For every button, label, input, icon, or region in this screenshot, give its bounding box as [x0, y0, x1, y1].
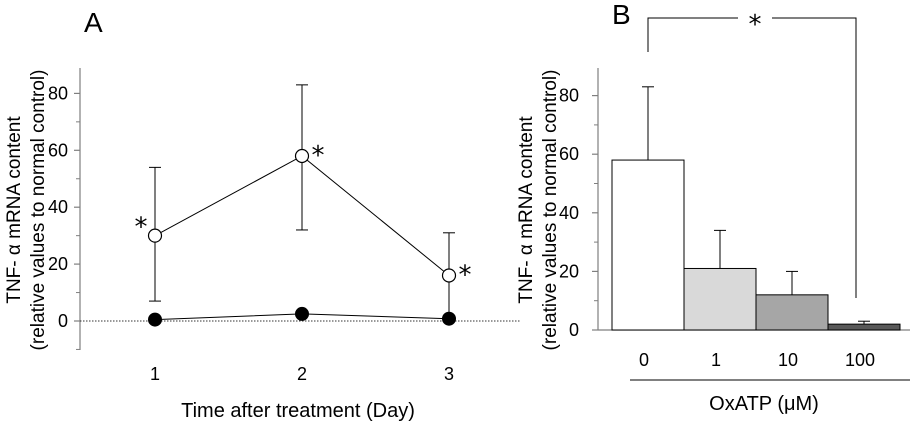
panel-b-ytick-label: 0	[569, 320, 579, 340]
panel-a-y-ticks: 0 20 40 60 80	[48, 83, 80, 350]
panel-b-label: B	[612, 0, 631, 30]
significance-bracket-line-right	[772, 17, 857, 298]
panel-b-ylabel-line1: TNF- α mRNA content	[516, 116, 537, 304]
panel-a-point-open	[294, 148, 310, 164]
panel-b-xtick-label: 100	[845, 350, 875, 370]
panel-b-ylabel-line2: (relative values to normal control)	[540, 70, 561, 351]
panel-b-y-ticks: 0 20 40 60 80	[559, 86, 598, 340]
panel-b-y-axis-title: TNF- α mRNA content (relative values to …	[516, 70, 561, 351]
panel-a-significance-star: *	[135, 213, 148, 243]
panel-a-plot: * * *	[135, 84, 472, 327]
panel-a-point-filled	[442, 311, 456, 326]
panel-a-xtick-label: 1	[150, 364, 160, 384]
panel-b: B TNF- α mRNA content (relative values t…	[516, 0, 910, 415]
panel-b-bar	[683, 267, 757, 331]
panel-b-bar	[827, 323, 901, 331]
panel-b-xlabel: OxATP (μM)	[709, 393, 819, 415]
panel-a-point-open	[147, 228, 163, 243]
panel-a-ylabel-line2: (relative values to normal control)	[28, 70, 49, 351]
panel-a-label: A	[84, 7, 103, 38]
panel-b-ytick-label: 20	[559, 261, 579, 281]
panel-b-ytick-label: 80	[559, 86, 579, 106]
panel-a-x-ticks: 1 2 3	[150, 364, 454, 384]
panel-a-point-filled	[295, 306, 309, 321]
panel-a-ytick-label: 20	[48, 254, 68, 274]
significance-bracket: *	[647, 10, 857, 298]
panel-a-xtick-label: 3	[444, 364, 454, 384]
panel-a-ytick-label: 80	[48, 83, 68, 103]
panel-a-significance-star: *	[459, 260, 472, 290]
panel-a-point-filled	[148, 312, 162, 327]
panel-b-xtick-label: 1	[711, 350, 721, 370]
panel-b-bar	[755, 294, 829, 331]
panel-b-x-ticks: 0 1 10 100	[639, 350, 875, 370]
panel-a-significance-star: *	[312, 141, 325, 171]
significance-star: *	[749, 10, 762, 40]
panel-a-ytick-label: 40	[48, 197, 68, 217]
panel-a-point-open	[441, 268, 457, 283]
panel-b-plot	[611, 86, 901, 331]
panel-a-xlabel: Time after treatment (Day)	[181, 400, 415, 422]
panel-b-ytick-label: 40	[559, 203, 579, 223]
panel-a-ylabel-line1: TNF- α mRNA content	[4, 116, 25, 304]
panel-a-xtick-label: 2	[297, 364, 307, 384]
panel-b-bar	[611, 159, 685, 331]
panel-b-xtick-label: 10	[778, 350, 798, 370]
panel-b-xtick-label: 0	[639, 350, 649, 370]
panel-a-ytick-label: 60	[48, 140, 68, 160]
panel-a-y-axis-title: TNF- α mRNA content (relative values to …	[4, 70, 49, 351]
panel-b-ytick-label: 60	[559, 144, 579, 164]
significance-bracket-line	[647, 17, 738, 52]
panel-a-ytick-label: 0	[58, 311, 68, 331]
panel-a: A TNF- α mRNA content (relative values t…	[4, 7, 520, 422]
